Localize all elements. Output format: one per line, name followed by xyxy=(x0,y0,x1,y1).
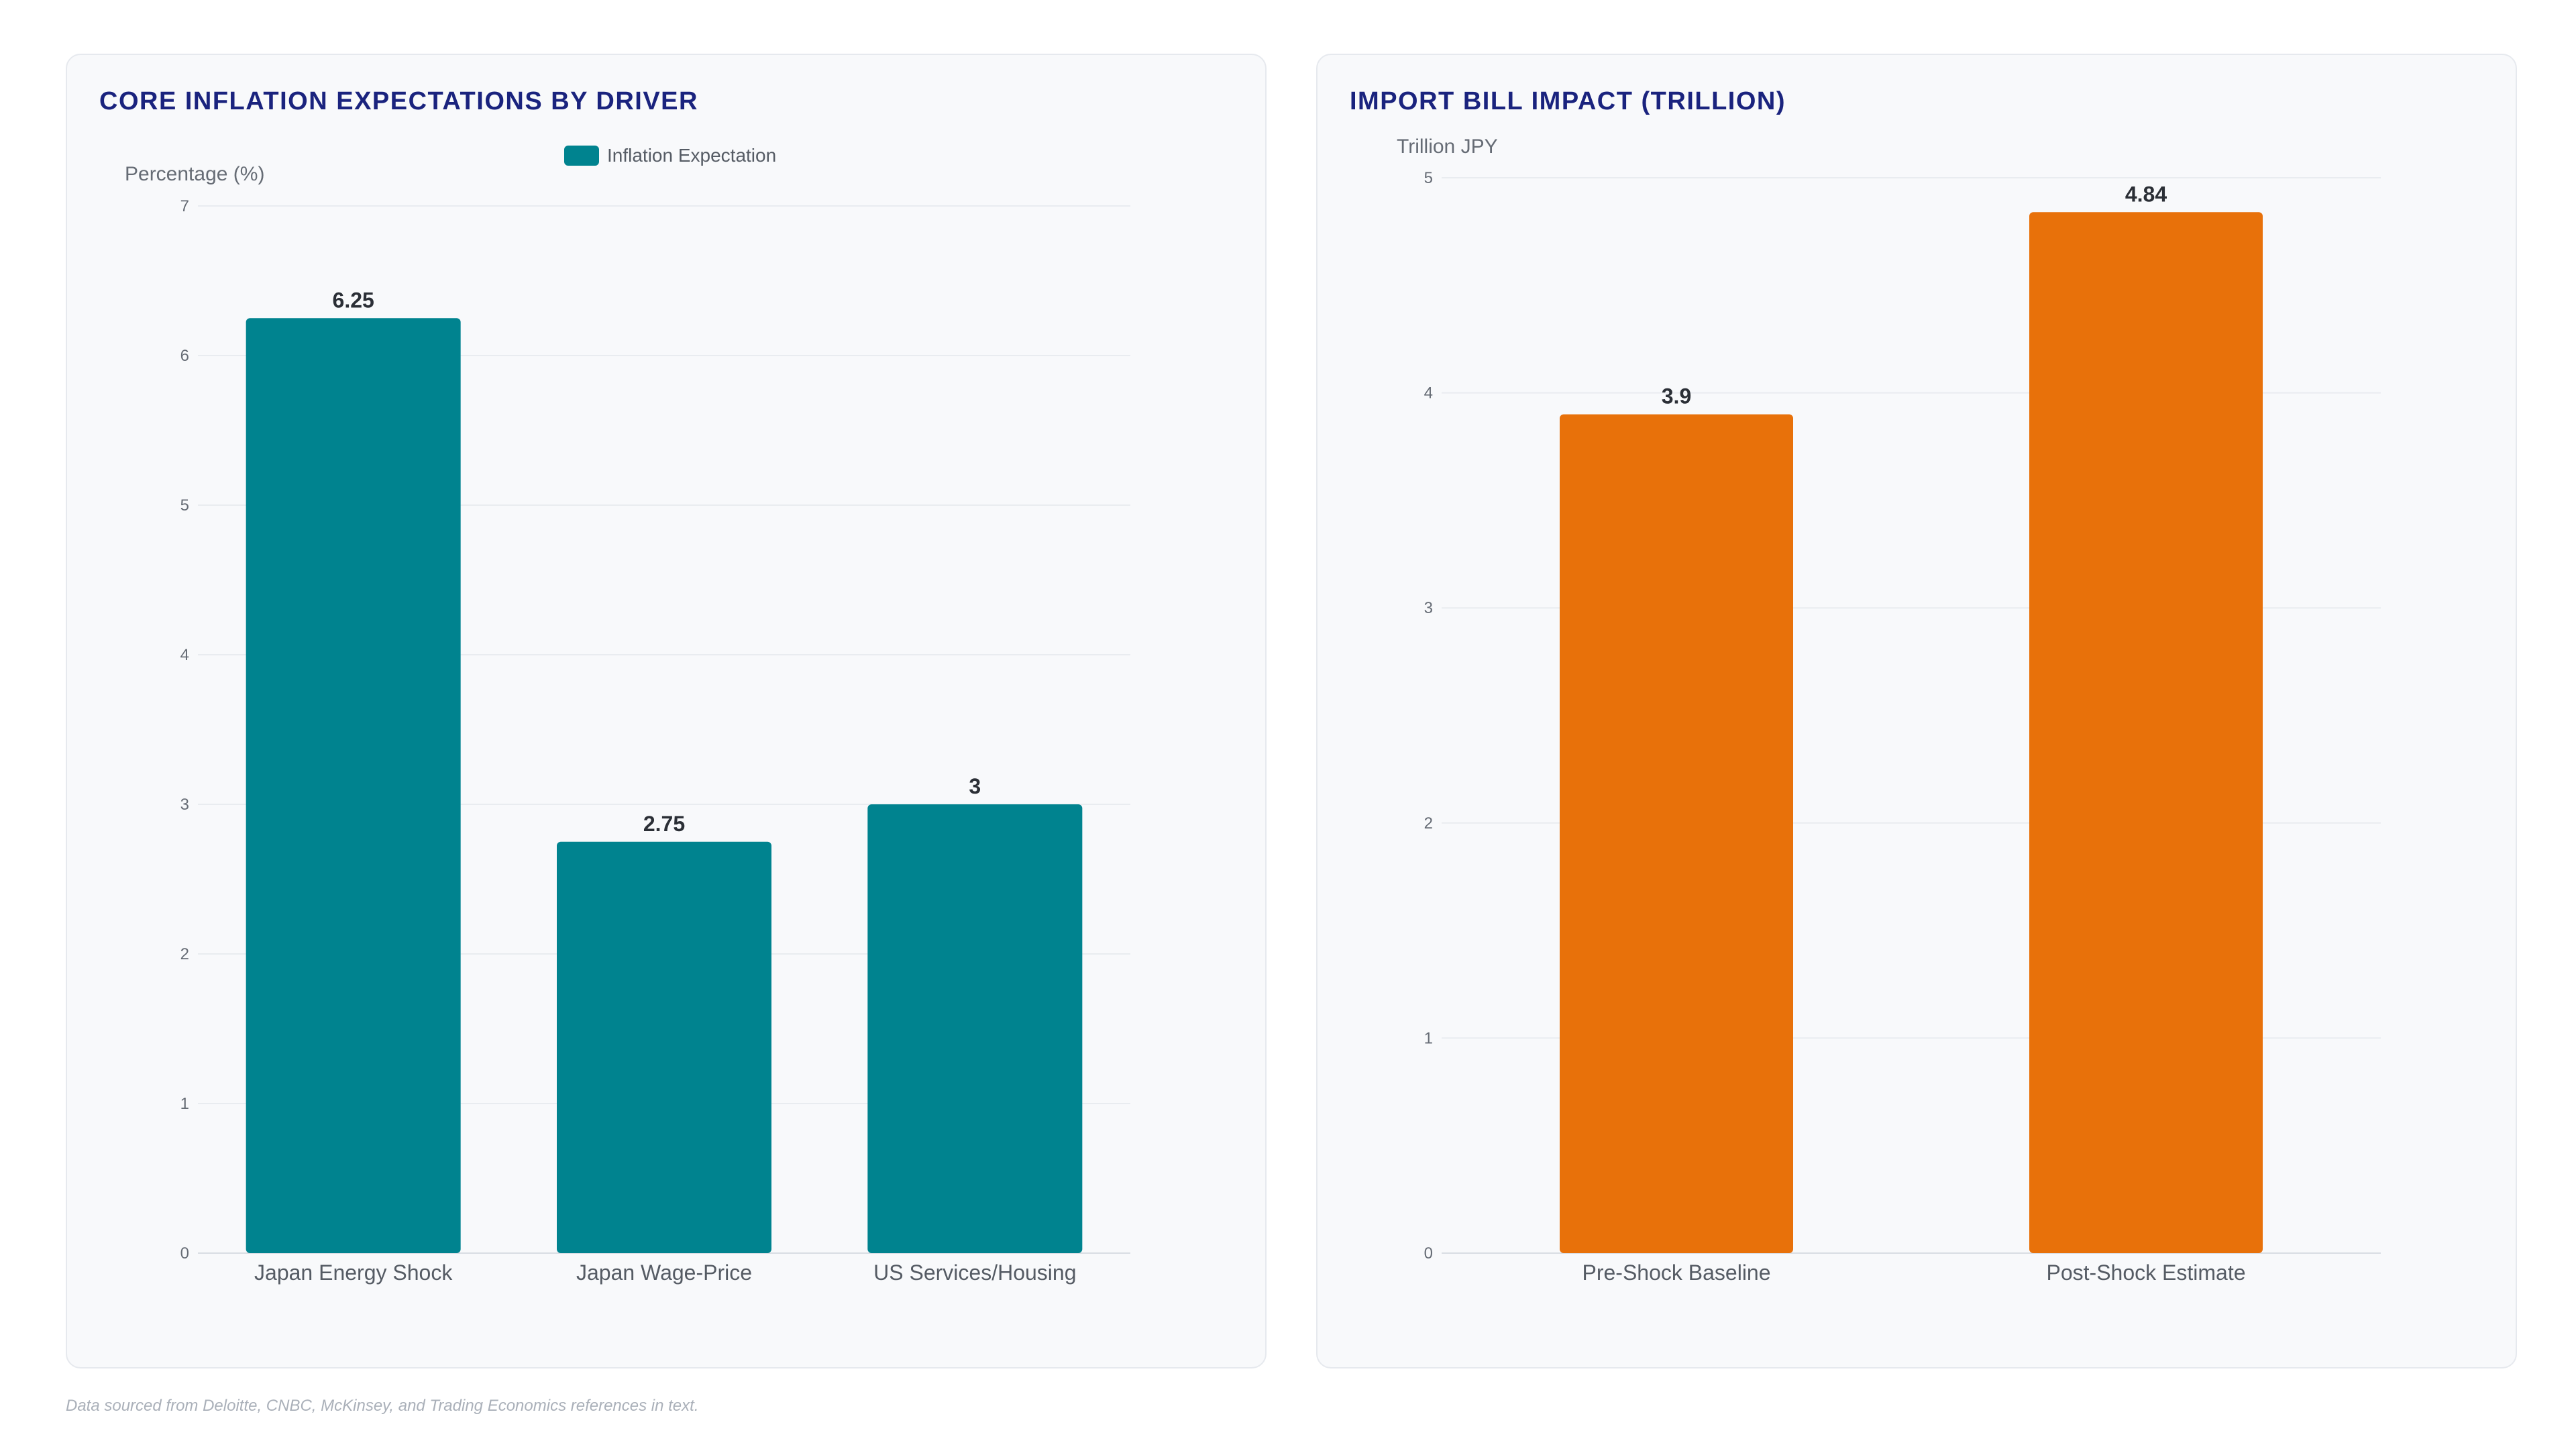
category-label: Post-Shock Estimate xyxy=(2047,1260,2246,1285)
category-label: Japan Wage-Price xyxy=(576,1260,752,1285)
y-tick-label: 3 xyxy=(1424,599,1433,617)
bar xyxy=(557,841,771,1253)
y-tick-label: 4 xyxy=(180,646,189,664)
y-tick-label: 0 xyxy=(180,1244,189,1263)
y-tick-label: 7 xyxy=(180,197,189,215)
y-tick-label: 5 xyxy=(180,496,189,515)
y-tick-label: 5 xyxy=(1424,169,1433,187)
data-label: 4.84 xyxy=(2125,182,2167,206)
y-tick-label: 3 xyxy=(180,796,189,814)
bar xyxy=(1560,414,1793,1254)
y-tick-label: 6 xyxy=(180,347,189,365)
data-label: 2.75 xyxy=(643,812,685,836)
y-axis-title: Percentage (%) xyxy=(125,163,264,185)
chart-title: CORE INFLATION EXPECTATIONS BY DRIVER xyxy=(99,87,698,115)
y-tick-label: 1 xyxy=(180,1095,189,1113)
category-label: US Services/Housing xyxy=(873,1260,1076,1285)
bar xyxy=(246,318,461,1253)
data-label: 3 xyxy=(969,774,981,798)
y-tick-label: 1 xyxy=(1424,1029,1433,1047)
category-label: Japan Energy Shock xyxy=(254,1260,453,1285)
y-axis-title: Trillion JPY xyxy=(1397,136,1498,158)
y-tick-label: 4 xyxy=(1424,384,1433,402)
category-label: Pre-Shock Baseline xyxy=(1582,1260,1770,1285)
source-footnote: Data sourced from Deloitte, CNBC, McKins… xyxy=(66,1397,699,1415)
legend-label: Inflation Expectation xyxy=(607,145,776,166)
bar xyxy=(2029,212,2263,1253)
y-tick-label: 2 xyxy=(180,945,189,963)
import-bill-chart: Trillion JPY 0 1 2 3 4 5 3.9 4.84 Pre-Shock Ba… xyxy=(1397,136,2381,1285)
legend-swatch xyxy=(564,146,599,166)
legend: Inflation Expectation xyxy=(564,145,776,166)
inflation-chart-panel: CORE INFLATION EXPECTATIONS BY DRIVER In… xyxy=(66,54,1267,1368)
inflation-chart: Inflation Expectation Percentage (%) 0 1 2… xyxy=(125,145,1130,1285)
chart-title: IMPORT BILL IMPACT (TRILLION) xyxy=(1350,87,1786,115)
y-tick-label: 2 xyxy=(1424,814,1433,833)
data-label: 3.9 xyxy=(1662,384,1691,409)
bar xyxy=(867,804,1083,1253)
y-tick-label: 0 xyxy=(1424,1244,1433,1263)
data-label: 6.25 xyxy=(333,288,374,312)
import-bill-chart-panel: IMPORT BILL IMPACT (TRILLION) Trillion J… xyxy=(1316,54,2517,1368)
